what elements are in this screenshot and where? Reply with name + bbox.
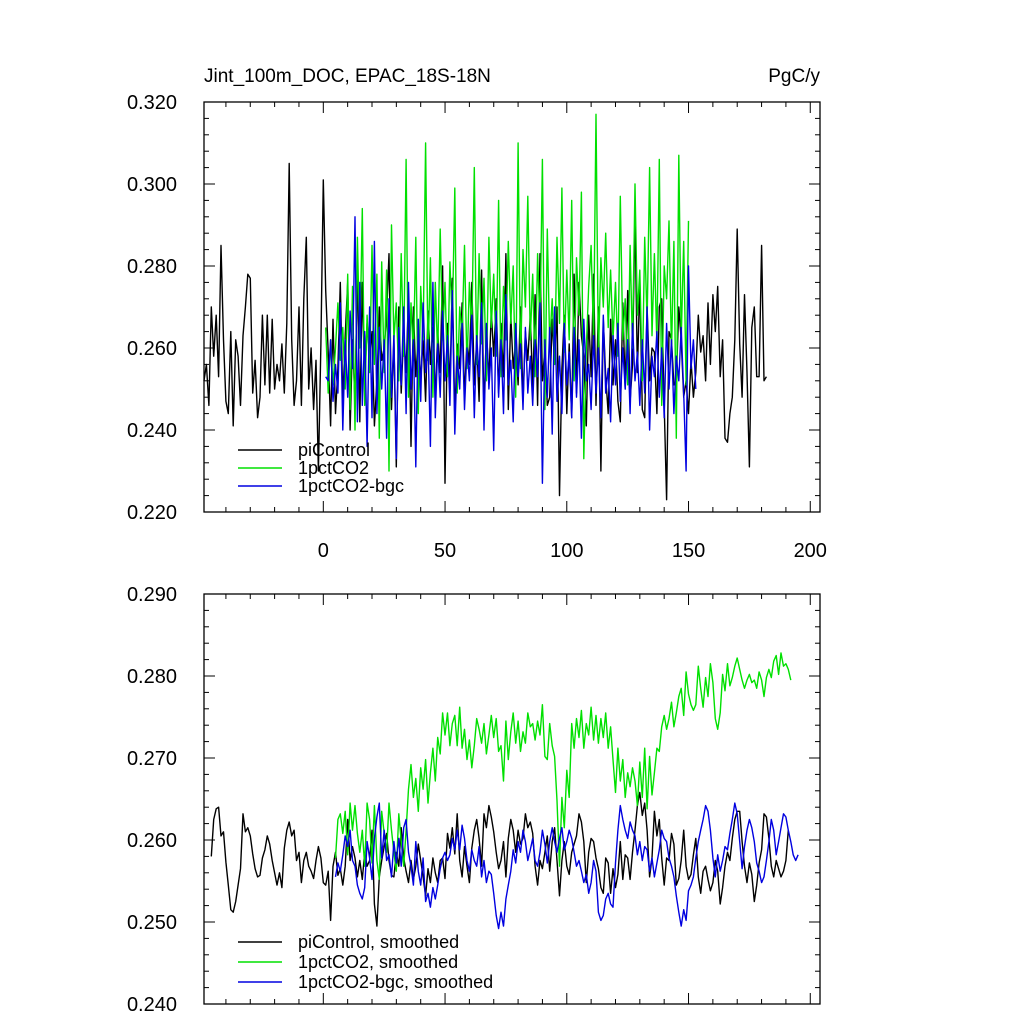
legend-label: piControl <box>298 440 370 460</box>
y-tick-label: 0.270 <box>127 748 177 770</box>
y-tick-label: 0.250 <box>127 912 177 934</box>
legend-label: 1pctCO2-bgc <box>298 476 404 496</box>
top-panel-title: Jint_100m_DOC, EPAC_18S-18N <box>204 66 491 87</box>
y-tick-label: 0.260 <box>127 830 177 852</box>
x-tick-label: 100 <box>550 540 583 562</box>
y-tick-label: 0.280 <box>127 256 177 278</box>
y-tick-label: 0.290 <box>127 584 177 606</box>
x-tick-label: 0 <box>318 540 329 562</box>
y-tick-label: 0.300 <box>127 174 177 196</box>
y-tick-label: 0.220 <box>127 502 177 524</box>
legend-label: 1pctCO2 <box>298 458 369 478</box>
series-line-2 <box>334 652 792 881</box>
x-tick-label: 200 <box>794 540 827 562</box>
x-tick-label: 50 <box>434 540 456 562</box>
y-tick-label: 0.280 <box>127 666 177 688</box>
series-line-1 <box>210 791 789 927</box>
legend-label: piControl, smoothed <box>298 932 459 952</box>
bottom-panel: 0.240 0.250 0.260 0.270 0.280 0.290 piControl,… <box>127 584 821 1016</box>
y-tick-label: 0.240 <box>127 994 177 1016</box>
y-tick-label: 0.260 <box>127 338 177 360</box>
series-line-3 <box>334 802 799 930</box>
series-line-3 <box>325 216 697 484</box>
top-panel: 0.220 0.240 0.260 0.280 0.300 0.320 0 50 100 150 2… <box>127 92 827 562</box>
y-tick-label: 0.240 <box>127 420 177 442</box>
plot-frame <box>203 101 821 513</box>
y-tick-label: 0.320 <box>127 92 177 114</box>
legend-label: 1pctCO2, smoothed <box>298 952 458 972</box>
legend-label: 1pctCO2-bgc, smoothed <box>298 972 493 992</box>
x-tick-label: 150 <box>672 540 705 562</box>
plot-frame <box>203 593 821 1005</box>
top-panel-units: PgC/y <box>768 66 820 87</box>
